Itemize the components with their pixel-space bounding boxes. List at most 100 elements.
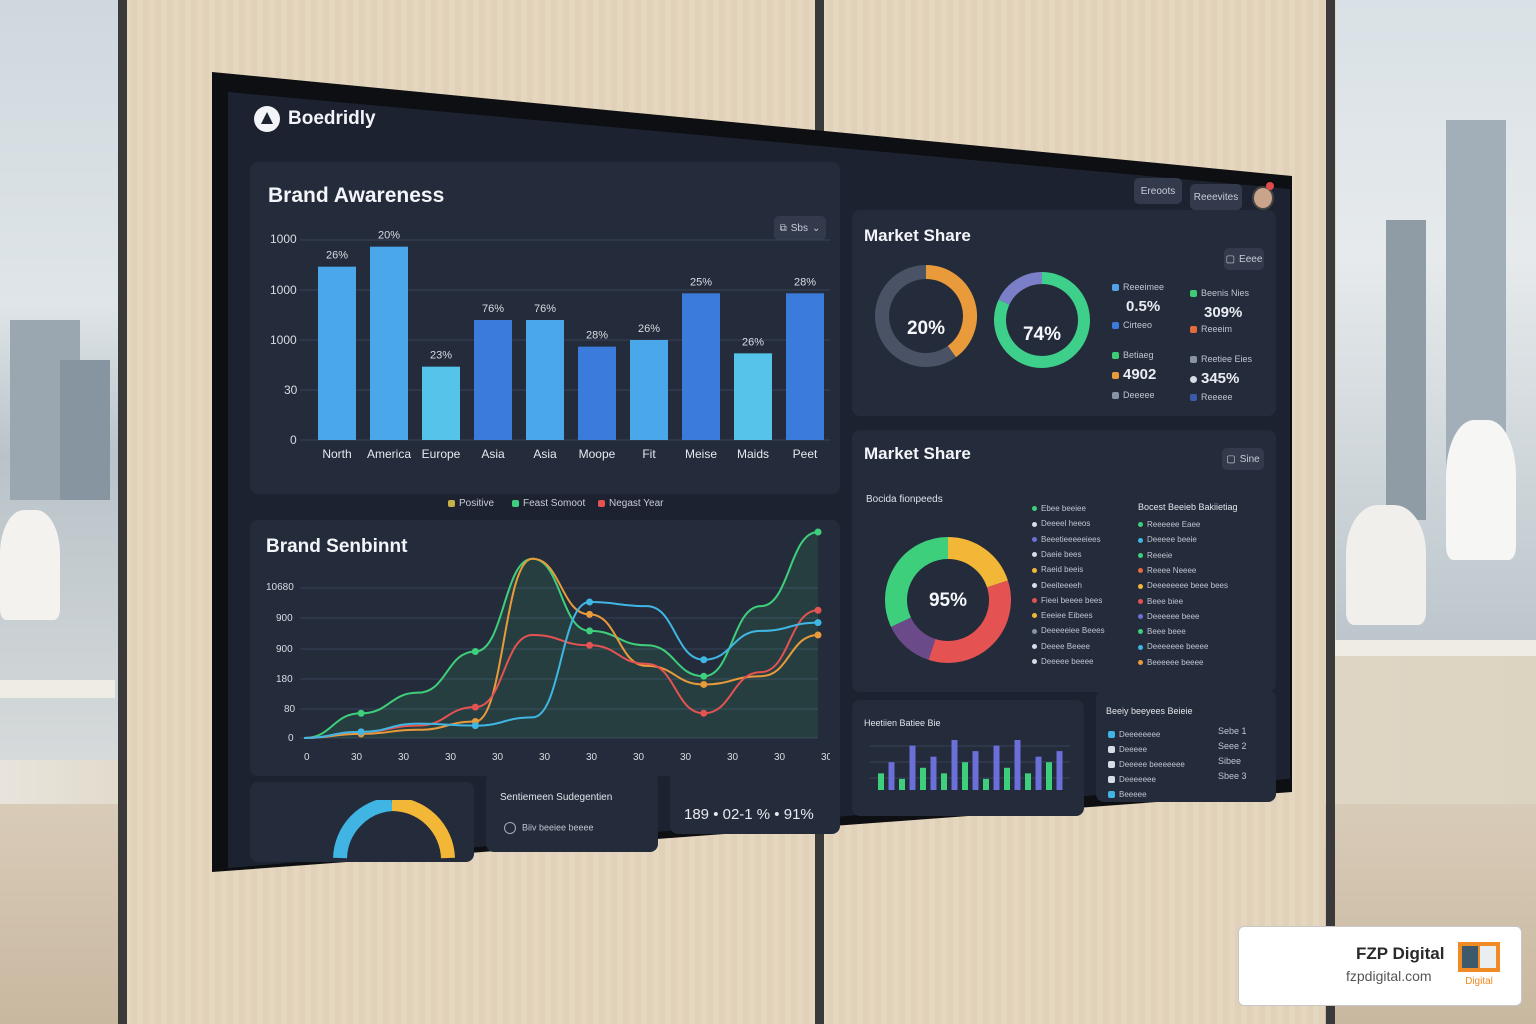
stat-sub: Cirteeo	[1112, 320, 1152, 330]
watermark-url: fzpdigital.com	[1346, 968, 1432, 984]
stat-value: 345%	[1190, 370, 1239, 387]
legend-positive: Positive	[448, 498, 494, 509]
avatar[interactable]	[1252, 186, 1274, 210]
filter-icon: ⧉	[779, 222, 787, 234]
hist-bar	[1046, 762, 1052, 790]
market-share-top-button[interactable]: ▢ Eeee	[1224, 248, 1264, 270]
ba-y-tick: 1000	[270, 283, 297, 297]
legend-list-item: Deeeeeeee beee bees	[1138, 581, 1228, 590]
legend-dot	[1138, 644, 1143, 650]
x-tick-label: 30	[351, 752, 363, 763]
x-tick-label: 30	[821, 752, 830, 763]
calendar-icon: ▢	[1226, 453, 1236, 465]
hist-bar	[983, 778, 989, 790]
bar-data-label: 76%	[482, 303, 504, 315]
list-title: Bocest Beeieb Bakiietiag	[1138, 502, 1238, 512]
ba-y-tick: 1000	[270, 333, 297, 347]
legend-list-item: Deeiteeeeh	[1032, 581, 1082, 590]
bar	[682, 293, 720, 440]
series-line	[303, 557, 819, 739]
legend-list-item: Eeeiee Eibees	[1032, 611, 1093, 620]
left-window	[0, 0, 120, 760]
donut-slice	[928, 580, 1011, 663]
histogram-title: Heetiien Batiee Bie	[864, 718, 941, 728]
bar-data-label: 23%	[430, 350, 452, 362]
bar-category-label: North	[322, 447, 351, 461]
hist-bar	[1025, 773, 1031, 790]
kpi-values: 189 • 02-1 % • 91%	[684, 806, 814, 823]
series-point	[700, 709, 708, 717]
legend-list-item: Beee biee	[1138, 597, 1183, 606]
donut-chart-2	[994, 272, 1090, 368]
ba-y-tick: 30	[284, 383, 298, 397]
list-card-item: Deeeeeee	[1108, 775, 1156, 784]
bar	[578, 346, 616, 440]
bar-data-label: 20%	[378, 230, 400, 242]
donut-1-label: 20%	[906, 318, 946, 339]
list-dot	[1108, 776, 1115, 784]
legend-dot	[1138, 568, 1143, 574]
histogram-chart	[870, 740, 1070, 790]
bar-data-label: 76%	[534, 303, 556, 315]
bar-data-label: 28%	[794, 276, 816, 288]
hist-bar	[993, 745, 1000, 790]
watermark-logo: Digital	[1458, 942, 1500, 987]
series-point	[814, 619, 822, 627]
x-tick-label: 30	[633, 752, 645, 763]
hist-bar	[1004, 767, 1010, 790]
hist-bar	[951, 740, 958, 790]
app-logo[interactable]: Boedridly	[254, 106, 376, 132]
legend-list-item: Reeeie	[1138, 551, 1172, 560]
donut-2-label: 74%	[1022, 324, 1062, 345]
segmentation-item: Biiv beeiee beeee	[504, 822, 594, 834]
x-tick-label: 30	[586, 752, 598, 763]
donut-slice	[925, 265, 977, 358]
list-card-item: Beeeee	[1108, 790, 1147, 799]
stat-sub: Reeeim	[1190, 324, 1232, 334]
header-button-reviews[interactable]: Reeevites	[1190, 184, 1242, 210]
stat-label: Reetiee Eies	[1190, 354, 1252, 364]
series-point	[471, 703, 479, 711]
series-line	[303, 601, 819, 739]
list-card	[1096, 690, 1276, 802]
bar-category-label: Peet	[793, 447, 818, 461]
hist-bar	[899, 778, 905, 790]
series-point	[586, 627, 594, 635]
stat-label: Reeeimee	[1112, 282, 1164, 292]
bs-y-tick: 900	[276, 644, 293, 655]
series-point	[700, 672, 708, 680]
x-tick-label: 0	[304, 752, 310, 763]
bs-y-tick: 900	[276, 613, 293, 624]
bar-category-label: Asia	[481, 447, 505, 461]
stat-sub: Reeeee	[1190, 392, 1233, 402]
stat-value: 4902	[1112, 366, 1156, 383]
market-share-title-bottom: Market Share	[864, 444, 971, 463]
legend-list-item: Deeeee beeee	[1032, 657, 1094, 666]
legend-list-item: Fieei beeee bees	[1032, 596, 1102, 605]
legend-dot	[1138, 660, 1143, 666]
panel-frame-left	[118, 0, 127, 1024]
brand-sentiment-title: Brand Senbinnt	[266, 536, 408, 557]
clock-icon	[504, 822, 516, 834]
bar	[786, 293, 824, 440]
x-tick-label: 30	[398, 752, 410, 763]
series-point	[357, 728, 365, 736]
header-button-reports[interactable]: Ereoots	[1134, 178, 1182, 204]
area-fill	[304, 532, 818, 738]
watermark-logo-text: Digital	[1465, 976, 1493, 987]
list-card-title: Beeiy beeyees Beieie	[1106, 706, 1193, 716]
bar	[630, 340, 668, 440]
bar-category-label: Maids	[737, 447, 769, 461]
bar	[422, 366, 460, 440]
right-desk	[1326, 640, 1536, 656]
watermark-name: FZP Digital	[1356, 944, 1445, 963]
x-tick-label: 30	[539, 752, 551, 763]
market-share-bottom-button[interactable]: ▢ Sine	[1222, 448, 1264, 470]
legend-dot	[1032, 628, 1037, 634]
legend-dot	[1138, 598, 1143, 604]
brand-awareness-filter[interactable]: ⧉ Sbs ⌄	[774, 216, 826, 240]
donut-slice	[998, 272, 1043, 305]
list-dot	[1108, 731, 1115, 739]
legend-list-item: Beee beee	[1138, 627, 1186, 636]
series-line	[303, 531, 819, 739]
